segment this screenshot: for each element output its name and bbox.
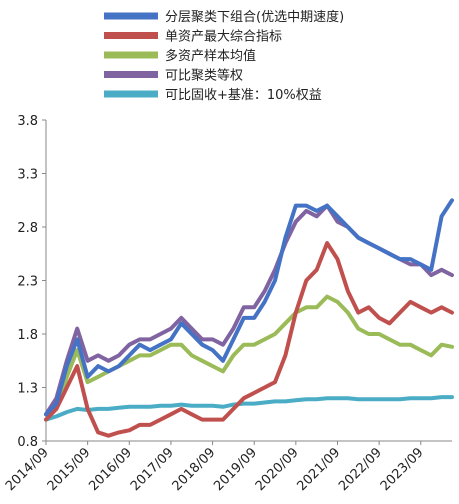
x-tick-label: 2020/09 xyxy=(253,445,302,494)
x-tick-label: 2015/09 xyxy=(45,445,94,494)
legend-label: 单资产最大综合指标 xyxy=(165,30,282,45)
y-tick-label: 3.3 xyxy=(17,168,38,183)
x-tick-label: 2022/09 xyxy=(336,445,385,494)
legend-label: 可比固收+基准：10%权益 xyxy=(165,87,322,103)
series-line xyxy=(44,395,454,422)
legend-label: 分层聚类下组合(优选中期速度) xyxy=(165,9,344,25)
series-line xyxy=(44,241,454,438)
x-tick-label: 2014/09 xyxy=(3,445,52,494)
legend-label: 多资产样本均值 xyxy=(165,48,256,64)
legend-label: 可比聚类等权 xyxy=(165,68,243,84)
y-tick-label: 3.8 xyxy=(17,114,38,129)
y-tick-label: 1.8 xyxy=(17,328,38,343)
y-tick-label: 2.3 xyxy=(17,275,38,290)
x-tick-label: 2021/09 xyxy=(295,445,344,494)
x-tick-label: 2019/09 xyxy=(211,445,260,494)
y-tick-label: 1.3 xyxy=(17,382,38,397)
series-line xyxy=(44,198,454,417)
x-tick-label: 2018/09 xyxy=(170,445,219,494)
chart-series-lines xyxy=(44,198,454,438)
x-tick-label: 2016/09 xyxy=(86,445,135,494)
y-tick-label: 2.8 xyxy=(17,221,38,236)
chart-axes: 0.8 1.3 1.8 2.3 2.8 3.3 3.8 2014/092015/092016/… xyxy=(3,114,452,494)
series-line xyxy=(44,203,454,417)
x-tick-label: 2017/09 xyxy=(128,445,177,494)
x-tick-label: 2023/09 xyxy=(378,445,427,494)
chart-legend: 分层聚类下组合(优选中期速度) 单资产最大综合指标多资产样本均值可比聚类等权可比固… xyxy=(104,9,344,103)
y-tick-label: 0.8 xyxy=(17,435,38,450)
